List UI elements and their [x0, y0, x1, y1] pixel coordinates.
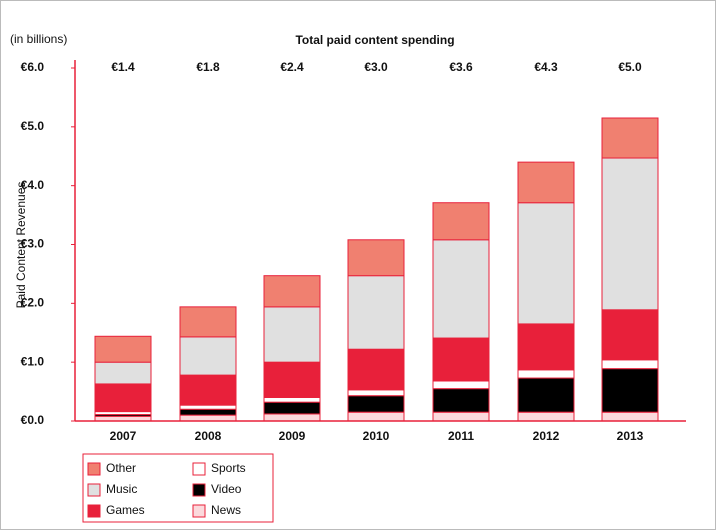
y-tick-label: €2.0: [21, 296, 45, 310]
bar-segment: [263, 413, 321, 422]
legend-swatch: [192, 462, 206, 476]
bar-segment: [601, 117, 659, 159]
total-label: €5.0: [618, 60, 642, 74]
legend-swatch: [192, 504, 206, 518]
bar-segment: [263, 361, 321, 398]
bar-segment: [517, 377, 575, 413]
bar-segment: [517, 411, 575, 422]
legend-label: Video: [211, 482, 242, 496]
bar-segment: [179, 404, 237, 410]
bar-segment: [94, 335, 152, 363]
bar-segment: [432, 388, 490, 413]
bar-segment: [432, 337, 490, 382]
bar-segment: [517, 202, 575, 325]
bar-segment: [94, 383, 152, 413]
chart-title: Total paid content spending: [295, 33, 454, 47]
x-tick-label: 2008: [195, 429, 222, 443]
x-tick-label: 2012: [533, 429, 560, 443]
bar-segment: [432, 380, 490, 390]
y-tick-label: €4.0: [21, 178, 45, 192]
bar-segment: [601, 359, 659, 370]
legend-swatch: [87, 462, 101, 476]
legend-label: Music: [106, 482, 137, 496]
legend-swatch: [87, 504, 101, 518]
bar-segment: [347, 411, 405, 422]
legend-label: Sports: [211, 461, 246, 475]
bar-segment: [601, 157, 659, 311]
y-tick-label: €6.0: [21, 60, 45, 74]
total-label: €3.6: [449, 60, 473, 74]
bar-segment: [432, 239, 490, 339]
x-tick-label: 2010: [363, 429, 390, 443]
bar-segment: [263, 396, 321, 403]
bar-segment: [517, 369, 575, 379]
legend-swatch: [192, 483, 206, 497]
legend-label: Games: [106, 503, 145, 517]
bar-segment: [347, 395, 405, 413]
bar-segment: [263, 401, 321, 415]
bar-segment: [94, 361, 152, 385]
bar-segment: [179, 336, 237, 376]
total-label: €1.8: [196, 60, 220, 74]
x-tick-label: 2009: [279, 429, 306, 443]
bar-segment: [263, 306, 321, 363]
bar-segment: [179, 306, 237, 338]
bar-segment: [347, 389, 405, 397]
bar-segment: [347, 239, 405, 277]
bar-segment: [432, 411, 490, 422]
bar-segment: [179, 408, 237, 416]
x-tick-label: 2013: [617, 429, 644, 443]
bar-segment: [601, 309, 659, 361]
bar-segment: [179, 374, 237, 406]
y-tick-label: €0.0: [21, 413, 45, 427]
y-tick-label: €1.0: [21, 354, 45, 368]
bar-segment: [517, 161, 575, 204]
legend-box: [82, 453, 274, 523]
total-label: €4.3: [534, 60, 558, 74]
y-tick-label: €5.0: [21, 119, 45, 133]
bar-segment: [179, 414, 237, 422]
subtitle: (in billions): [10, 32, 67, 46]
y-tick-label: €3.0: [21, 237, 45, 251]
x-tick-label: 2007: [110, 429, 137, 443]
bar-segment: [432, 202, 490, 241]
total-label: €1.4: [111, 60, 135, 74]
bar-segment: [263, 275, 321, 308]
bar-segment: [347, 275, 405, 350]
total-label: €3.0: [364, 60, 388, 74]
legend-swatch: [87, 483, 101, 497]
bar-segment: [601, 411, 659, 422]
bar-segment: [601, 368, 659, 413]
total-label: €2.4: [280, 60, 304, 74]
bar-segment: [517, 323, 575, 371]
legend-label: News: [211, 503, 241, 517]
y-axis-label: Paid Content Revenues: [14, 182, 28, 309]
legend-label: Other: [106, 461, 136, 475]
x-tick-label: 2011: [448, 429, 474, 443]
bar-segment: [347, 348, 405, 391]
